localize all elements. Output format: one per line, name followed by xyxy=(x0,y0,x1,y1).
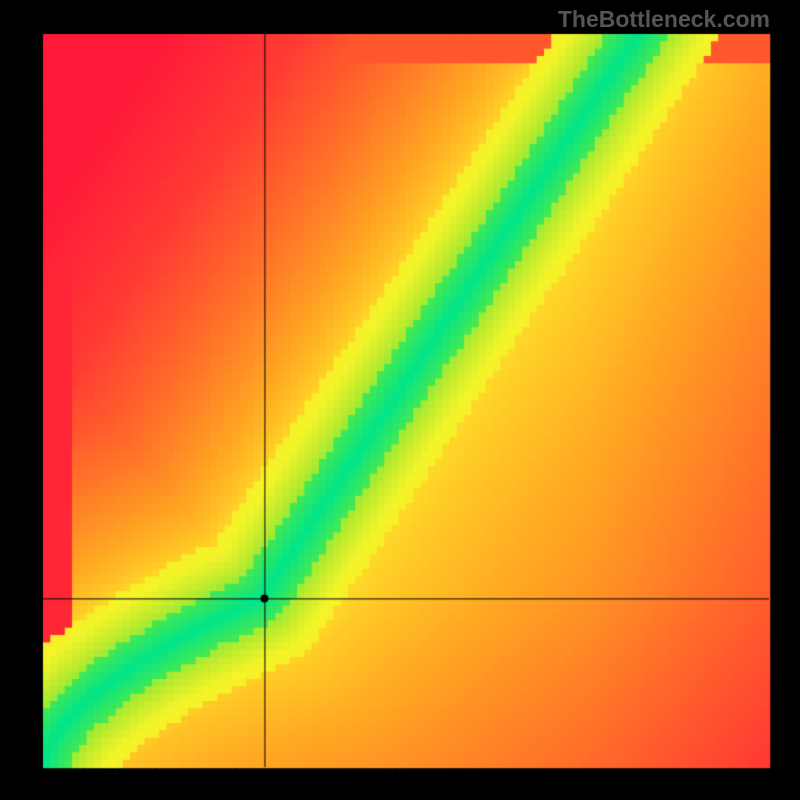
watermark-text: TheBottleneck.com xyxy=(558,6,770,33)
bottleneck-heatmap xyxy=(0,0,800,800)
